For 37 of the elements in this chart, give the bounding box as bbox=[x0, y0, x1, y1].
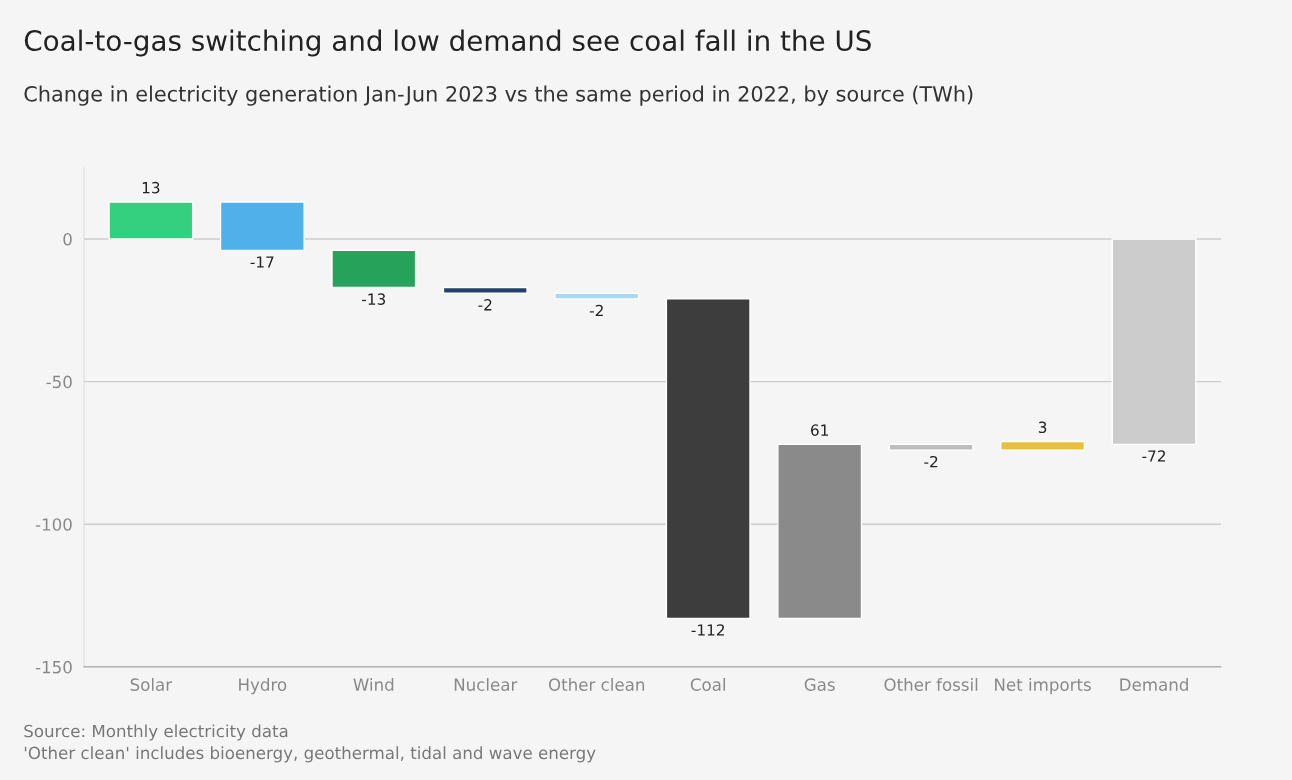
bar bbox=[219, 201, 305, 252]
x-tick-label: Other clean bbox=[548, 678, 645, 691]
x-tick-label: Hydro bbox=[239, 678, 287, 695]
y-tick-label: -150 bbox=[35, 660, 72, 674]
data-label: 3 bbox=[1038, 421, 1047, 434]
y-tick-label: -100 bbox=[35, 518, 72, 531]
y-tick-label: 0 bbox=[63, 232, 72, 246]
data-label: -112 bbox=[691, 624, 724, 636]
data-label: -13 bbox=[362, 293, 386, 305]
x-tick-label: Net imports bbox=[995, 678, 1091, 695]
bar bbox=[665, 298, 751, 620]
chart-subtitle: Change in electricity generation Jan-Jun 2023 vs the same period in 2022, by source (TWh) bbox=[24, 85, 973, 106]
x-tick-label: Demand bbox=[1120, 678, 1188, 691]
x-tick-label: Nuclear bbox=[454, 678, 518, 691]
bar bbox=[108, 201, 194, 240]
data-label: -2 bbox=[589, 304, 603, 317]
data-label: -72 bbox=[1142, 450, 1166, 462]
data-label: -2 bbox=[478, 299, 492, 311]
x-tick-label: Solar bbox=[130, 678, 173, 691]
data-label: -17 bbox=[250, 256, 274, 268]
y-tick-label: -50 bbox=[46, 375, 72, 389]
source-note: Source: Monthly electricity data bbox=[24, 724, 288, 741]
data-label: 13 bbox=[142, 181, 160, 194]
x-tick-label: Gas bbox=[804, 678, 835, 691]
data-label: -2 bbox=[924, 455, 938, 468]
bar bbox=[777, 443, 863, 620]
bar bbox=[331, 249, 417, 289]
data-label: 61 bbox=[811, 424, 828, 436]
text: 'Other clean' includes bioenergy, geothermal, tidal and wave energy bbox=[24, 746, 596, 763]
x-tick-label: Wind bbox=[353, 678, 394, 691]
x-tick-label: Other fossil bbox=[884, 678, 978, 691]
bar bbox=[554, 292, 640, 300]
x-tick-label: Coal bbox=[690, 678, 725, 691]
bar bbox=[442, 286, 528, 294]
chart-title: Coal-to-gas switching and low demand see coal fall in the US bbox=[24, 29, 871, 57]
bar bbox=[1000, 440, 1086, 451]
bar bbox=[888, 443, 974, 451]
